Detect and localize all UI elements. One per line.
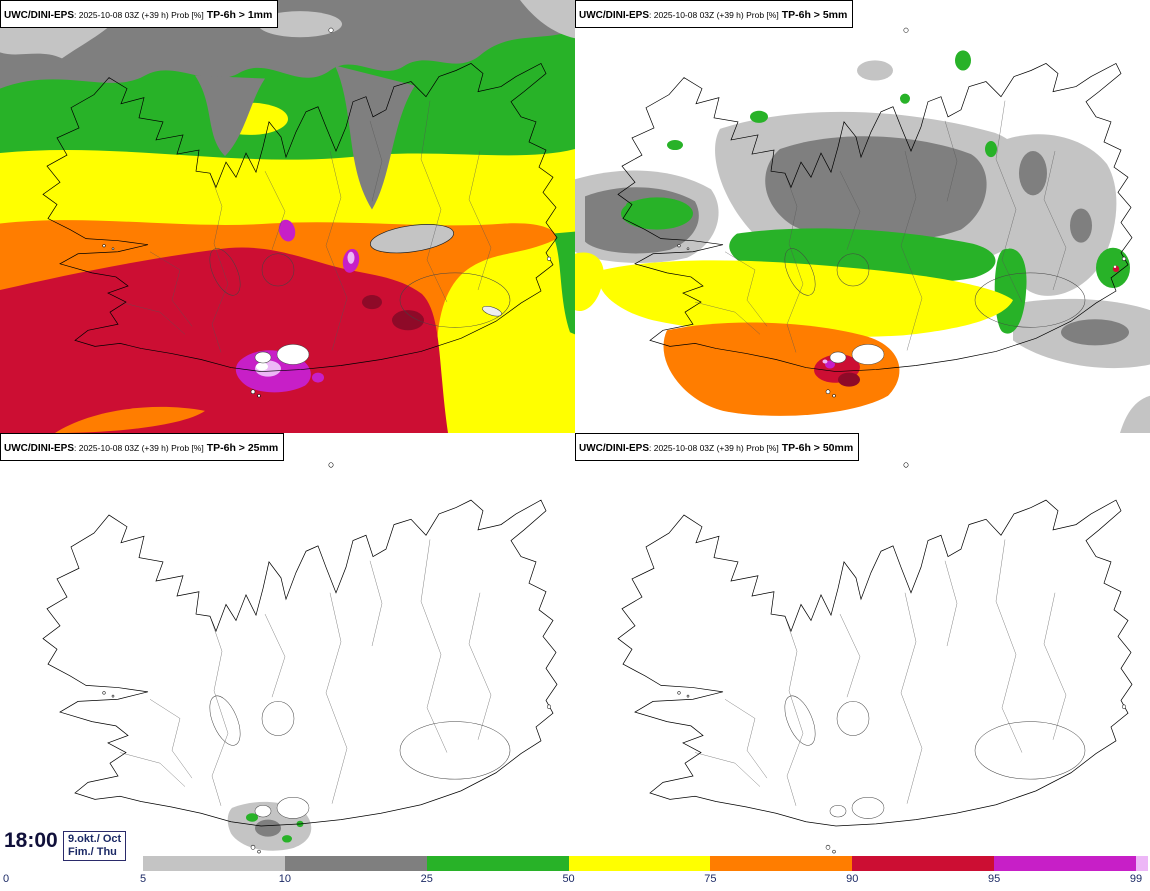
run-info: : 2025-10-08 03Z (+39 h) Prob [%] xyxy=(649,443,779,453)
threshold-label: TP-6h > 5mm xyxy=(781,9,848,21)
map-tp-gt-5mm xyxy=(575,0,1150,433)
probability-fill-layers xyxy=(0,0,575,433)
threshold-label: TP-6h > 50mm xyxy=(781,442,854,454)
run-info: : 2025-10-08 03Z (+39 h) Prob [%] xyxy=(74,10,204,20)
probability-fill-layers xyxy=(575,0,1150,433)
panel-title: UWC/DINI-EPS: 2025-10-08 03Z (+39 h) Pro… xyxy=(0,433,285,462)
threshold-label: TP-6h > 1mm xyxy=(206,9,273,21)
panel-title: UWC/DINI-EPS: 2025-10-08 03Z (+39 h) Pro… xyxy=(575,433,860,462)
model-name: UWC/DINI-EPS xyxy=(4,443,74,454)
map-tp-gt-25mm xyxy=(0,433,575,891)
panel-tp-gt-50mm: UWC/DINI-EPS: 2025-10-08 03Z (+39 h) Pro… xyxy=(575,433,1150,891)
run-info: : 2025-10-08 03Z (+39 h) Prob [%] xyxy=(649,10,779,20)
panel-tp-gt-25mm: UWC/DINI-EPS: 2025-10-08 03Z (+39 h) Pro… xyxy=(0,433,575,891)
map-tp-gt-1mm xyxy=(0,0,575,433)
threshold-label: TP-6h > 25mm xyxy=(206,442,279,454)
model-name: UWC/DINI-EPS xyxy=(579,10,649,21)
panel-tp-gt-1mm: UWC/DINI-EPS: 2025-10-08 03Z (+39 h) Pro… xyxy=(0,0,575,433)
probability-fill-layers xyxy=(0,433,575,891)
model-name: UWC/DINI-EPS xyxy=(4,10,74,21)
panel-title: UWC/DINI-EPS: 2025-10-08 03Z (+39 h) Pro… xyxy=(0,0,279,29)
map-tp-gt-50mm xyxy=(575,433,1150,891)
model-name: UWC/DINI-EPS xyxy=(579,443,649,454)
panel-title: UWC/DINI-EPS: 2025-10-08 03Z (+39 h) Pro… xyxy=(575,0,854,29)
panel-tp-gt-5mm: UWC/DINI-EPS: 2025-10-08 03Z (+39 h) Pro… xyxy=(575,0,1150,433)
run-info: : 2025-10-08 03Z (+39 h) Prob [%] xyxy=(74,443,204,453)
